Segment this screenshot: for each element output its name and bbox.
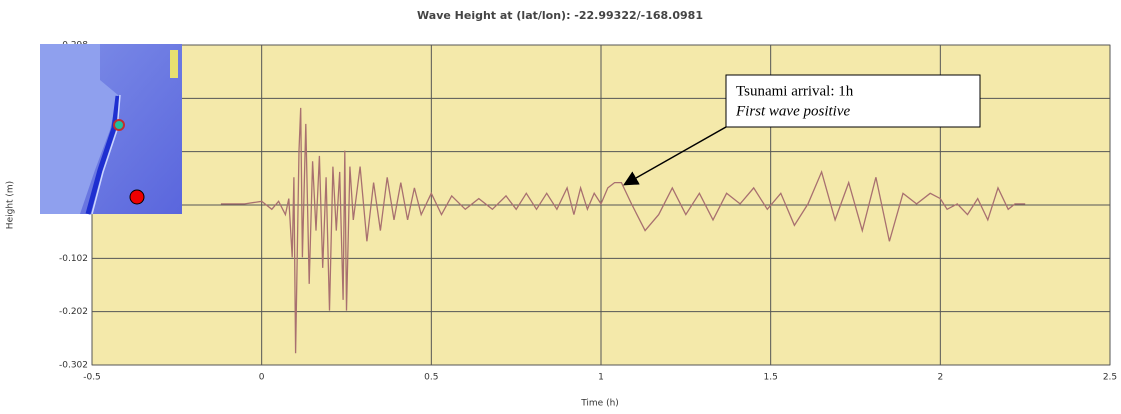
x-tick-label: -0.5: [83, 373, 101, 383]
x-tick-label: 1.5: [764, 373, 778, 383]
x-tick-label: 2: [937, 373, 943, 383]
chart-title: Wave Height at (lat/lon): -22.99322/-168…: [417, 9, 703, 22]
inset-map: [40, 44, 182, 214]
y-tick-label: -0.302: [59, 361, 88, 371]
x-tick-label: 0: [259, 373, 265, 383]
x-tick-label: 2.5: [1103, 373, 1117, 383]
map-location: [130, 190, 144, 204]
annotation-text: Tsunami arrival: 1h: [736, 83, 854, 99]
annotation-text: First wave positive: [735, 103, 850, 119]
x-tick-label: 0.5: [424, 373, 438, 383]
y-tick-label: -0.102: [59, 254, 88, 264]
map-source: [114, 120, 124, 130]
x-tick-label: 1: [598, 373, 604, 383]
x-axis-label: Time (h): [580, 399, 619, 409]
map-island: [170, 50, 178, 78]
y-tick-label: -0.202: [59, 307, 88, 317]
y-axis-label: Height (m): [6, 181, 16, 229]
chart: Wave Height at (lat/lon): -22.99322/-168…: [0, 0, 1121, 414]
